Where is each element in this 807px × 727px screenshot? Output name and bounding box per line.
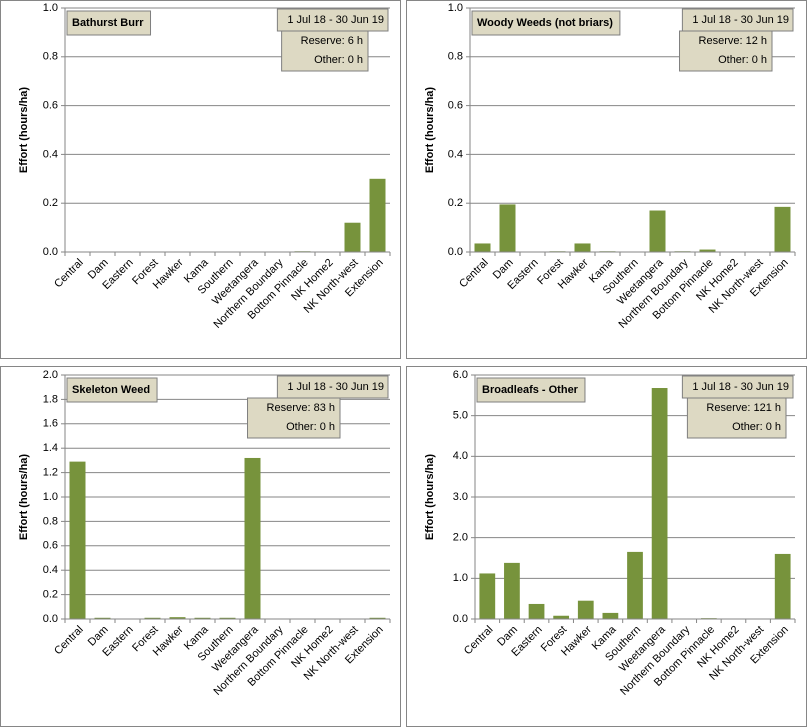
y-tick-label: 0.6 <box>43 540 58 552</box>
reserve-hours: Reserve: 83 h <box>267 402 335 414</box>
date-range: 1 Jul 18 - 30 Jun 19 <box>692 14 789 26</box>
bar <box>479 573 496 619</box>
bar <box>369 617 386 619</box>
y-tick-label: 1.0 <box>453 572 468 584</box>
y-tick-label: 5.0 <box>453 410 468 422</box>
y-tick-label: 0.0 <box>448 246 463 258</box>
bar <box>244 457 261 619</box>
chart-title: Broadleafs - Other <box>482 384 579 396</box>
y-tick-label: 0.8 <box>43 515 58 527</box>
bar <box>528 603 545 619</box>
y-tick-label: 2.0 <box>43 369 58 381</box>
y-tick-label: 0.4 <box>43 564 58 576</box>
bar <box>169 617 186 619</box>
bar <box>627 551 643 619</box>
bar <box>344 222 361 252</box>
bar <box>69 461 86 619</box>
other-hours: Other: 0 h <box>314 54 363 66</box>
bar <box>574 243 591 252</box>
bar <box>602 612 619 619</box>
hours-box <box>679 30 773 72</box>
y-tick-label: 0.8 <box>448 51 463 63</box>
y-tick-label: 1.2 <box>43 467 58 479</box>
bar <box>219 617 236 619</box>
bar <box>194 617 211 619</box>
date-range: 1 Jul 18 - 30 Jun 19 <box>287 14 384 26</box>
reserve-hours: Reserve: 6 h <box>301 35 363 47</box>
bar <box>577 600 594 619</box>
bar <box>499 204 516 252</box>
y-tick-label: 1.6 <box>43 418 58 430</box>
title-box <box>476 377 586 403</box>
other-hours: Other: 0 h <box>286 421 335 433</box>
y-tick-label: 0.2 <box>43 197 58 209</box>
date-range: 1 Jul 18 - 30 Jun 19 <box>287 381 384 393</box>
y-tick-label: 0.6 <box>448 100 463 112</box>
title-box <box>66 377 158 403</box>
y-tick-label: 1.8 <box>43 393 58 405</box>
y-tick-label: 1.0 <box>43 491 58 503</box>
y-tick-label: 0.0 <box>43 613 58 625</box>
other-hours: Other: 0 h <box>718 54 767 66</box>
chart-title: Bathurst Burr <box>72 17 144 29</box>
chart-panel: 0.00.20.40.60.81.01.21.41.61.82.0Central… <box>0 366 401 727</box>
y-tick-label: 6.0 <box>453 369 468 381</box>
bar <box>774 206 791 252</box>
y-tick-label: 1.0 <box>448 2 463 14</box>
reserve-hours: Reserve: 121 h <box>706 402 781 414</box>
y-tick-label: 0.2 <box>448 197 463 209</box>
y-axis-label: Effort (hours/ha) <box>424 454 436 540</box>
y-axis-label: Effort (hours/ha) <box>18 87 30 173</box>
y-tick-label: 0.8 <box>43 51 58 63</box>
y-tick-label: 0.0 <box>453 613 468 625</box>
y-tick-label: 3.0 <box>453 491 468 503</box>
reserve-hours: Reserve: 12 h <box>699 35 767 47</box>
y-tick-label: 1.4 <box>43 442 58 454</box>
y-tick-label: 1.0 <box>43 2 58 14</box>
hours-box <box>247 397 341 439</box>
bar <box>474 243 491 252</box>
bar <box>144 617 161 619</box>
y-tick-label: 0.0 <box>43 246 58 258</box>
y-tick-label: 0.4 <box>448 148 463 160</box>
y-tick-label: 0.6 <box>43 100 58 112</box>
bar <box>504 562 520 619</box>
bar <box>94 617 111 619</box>
y-tick-label: 2.0 <box>453 532 468 544</box>
y-tick-label: 0.2 <box>43 589 58 601</box>
other-hours: Other: 0 h <box>732 421 781 433</box>
y-tick-label: 0.4 <box>43 148 58 160</box>
bar <box>774 553 791 619</box>
y-tick-label: 4.0 <box>453 450 468 462</box>
bar <box>699 249 716 252</box>
bar <box>553 615 570 619</box>
y-axis-label: Effort (hours/ha) <box>424 87 436 173</box>
chart-title: Skeleton Weed <box>72 384 150 396</box>
title-box <box>471 10 621 36</box>
bar <box>651 388 668 619</box>
y-axis-label: Effort (hours/ha) <box>18 454 30 540</box>
date-range: 1 Jul 18 - 30 Jun 19 <box>692 381 789 393</box>
title-box <box>66 10 152 36</box>
hours-box <box>686 397 787 439</box>
chart-title: Woody Weeds (not briars) <box>477 17 613 29</box>
hours-box <box>281 30 369 72</box>
bar <box>649 210 666 252</box>
bar <box>369 178 386 252</box>
